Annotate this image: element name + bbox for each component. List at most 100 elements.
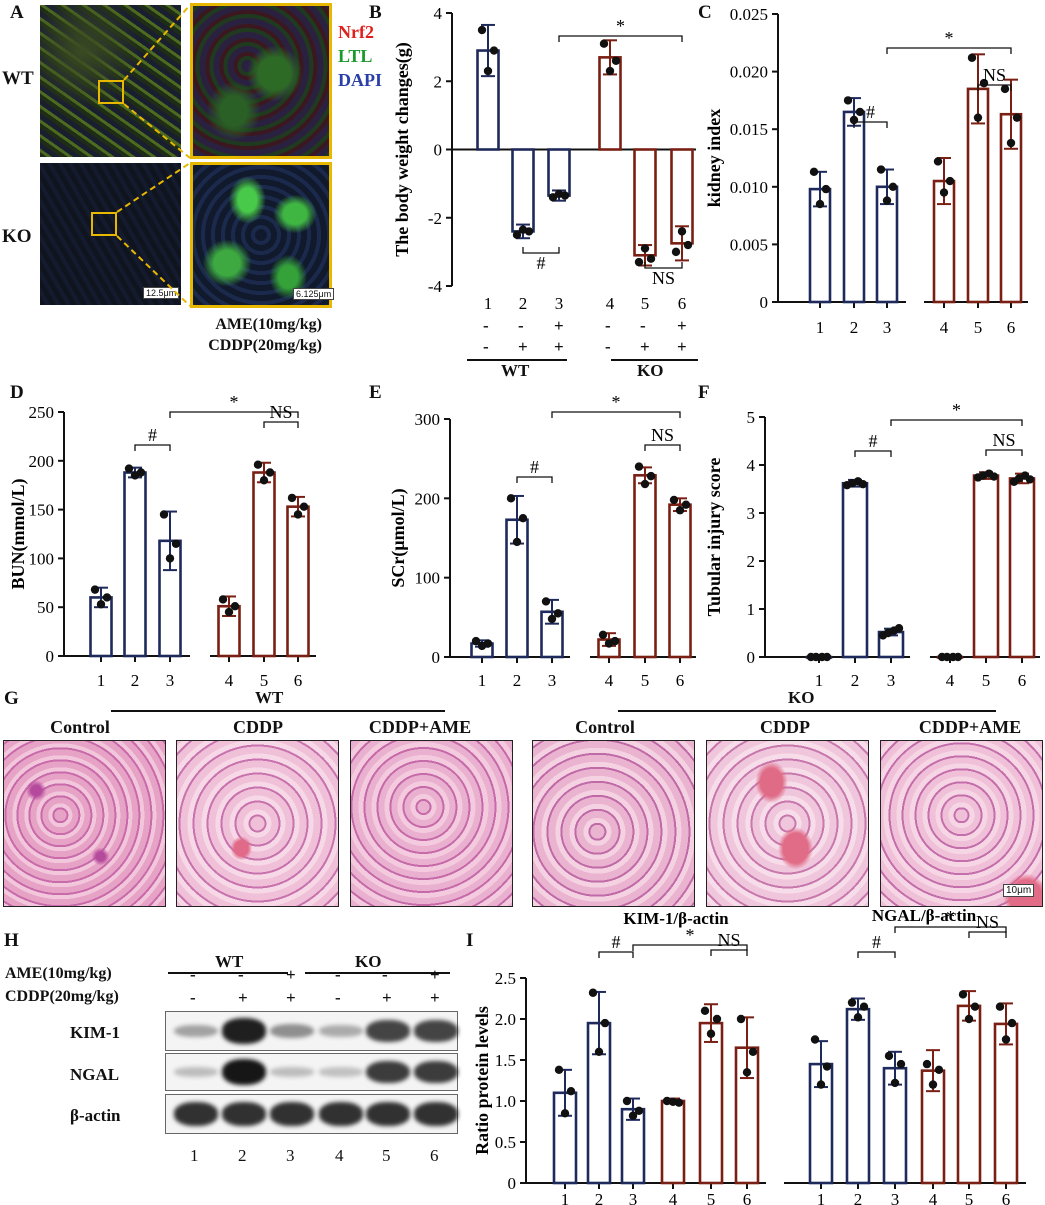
point-b-5-3 [640,244,650,253]
cddp-cell-1: - [483,337,489,356]
cddp-cell-4: - [605,337,611,356]
y-tick-label-d-0: 0 [46,647,55,666]
panel-label-i: I [466,930,474,951]
y-tick-label-e-2: 200 [415,489,441,508]
point-b-1-3 [483,66,493,76]
point-e-5-1 [634,462,644,471]
bracket-c-star [886,47,1012,54]
point-i-kim1-5-1 [700,1006,710,1015]
x-tick-label-e-5: 5 [641,671,650,690]
point-b-2-1 [512,230,522,240]
x-tick-label-c-5: 5 [974,318,983,337]
ame-cell-3: + [554,316,564,335]
kim1-band-2 [222,1018,266,1044]
wb-wt-label: WT [215,952,244,971]
point-d-5-2 [265,468,275,477]
point-c-2-2 [855,107,865,117]
point-d-3-2 [171,539,181,548]
actin-band-6 [414,1102,458,1126]
y-tick-label-c-3: 0.015 [730,120,768,139]
actin-band-1 [174,1102,218,1126]
y-tick-label-c-0: 0 [760,293,769,312]
he-title-6: CDDP+AME [918,717,1022,737]
point-i-ngal-2-2 [859,1002,869,1011]
chart-b: -4 -2 0 2 4 The body weight changes(g) # NS * 1 2 3… [392,4,696,313]
annotation-f-ns: NS [992,430,1015,450]
annotation-i-ngal-star: * [946,907,955,927]
x-tick-label-i2-3: 3 [891,1190,900,1205]
x-tick-label-c-3: 3 [883,318,892,337]
x-tick-label-b-3: 3 [555,294,564,313]
blot-ngal [165,1053,458,1091]
x-tick-label-i1-5: 5 [707,1190,716,1205]
bar-b-5 [633,148,657,257]
annotation-i-kim1-hash: # [612,932,621,952]
point-b-5-2 [646,254,656,263]
point-e-3-2 [553,609,563,618]
point-i-ngal-6-3 [1001,1035,1011,1044]
point-c-1-2 [821,184,831,194]
ngal-band-6 [414,1060,458,1084]
bracket-i-ngal-hash [857,951,896,958]
point-i-ngal-6-2 [1007,1018,1017,1028]
blot-kim1 [165,1011,458,1051]
point-i-ngal-2-1 [847,998,857,1007]
x-tick-label-d-2: 2 [131,671,140,690]
point-i-ngal-5-2 [970,1002,980,1011]
bracket-f-hash [854,450,892,457]
x-tick-label-i1-2: 2 [595,1190,604,1205]
point-f-4-2 [942,652,952,662]
bracket-b-star [558,35,683,42]
y-tick-label-b-1: -2 [428,209,442,228]
bracket-i-kim1-ns [710,949,748,956]
bracket-i-kim1-star [632,944,748,951]
bracket-i-ngal-star [894,926,1007,933]
annotation-i-ngal-hash: # [872,932,881,952]
point-f-3-4 [894,624,904,633]
point-c-6-1 [1000,84,1010,94]
x-tick-label-f-6: 6 [1018,671,1027,690]
zoom-guides [116,4,191,307]
y-tick-label-c-5: 0.025 [730,5,768,24]
x-tick-label-e-4: 4 [605,671,614,690]
legend-ltl: LTL [338,46,373,66]
bar-b-2 [511,148,535,233]
point-i-ngal-4-1 [922,1059,932,1069]
wb-ame-cell-3: + [286,965,296,984]
y-tick-label-e-1: 100 [415,569,441,588]
annotation-i-kim1-ns: NS [717,930,740,950]
actin-band-3 [270,1102,314,1126]
point-e-6-3 [675,506,685,515]
bracket-e-hash [516,476,553,483]
chart-f: 0 1 2 3 4 5 Tubular injury score 1 2 3 4 5 6 # NS * [704,400,1040,690]
wb-lane-5: 5 [382,1146,391,1165]
point-d-1-1 [90,585,100,594]
point-b-2-3 [518,225,528,234]
bracket-d-star [169,411,299,418]
panel-label-f: F [698,382,710,403]
ko-group-line [611,359,698,361]
point-b-6-3 [677,227,687,236]
point-d-6-1 [287,493,297,503]
annotation-i-kim1-star: * [686,925,695,945]
y-tick-label-f-4: 4 [747,456,756,475]
wt-group-label: WT [501,361,530,380]
chart-c: 0 0.005 0.010 0.015 0.020 0.025 kidney index 1 2… [704,5,1028,337]
point-i-kim1-5-2 [712,1014,722,1024]
point-i-kim1-1-3 [560,1109,570,1118]
y-tick-label-b-2: 0 [434,141,443,160]
point-d-4-1 [218,595,228,604]
y-tick-label-d-2: 100 [29,549,55,568]
ngal-band-5 [366,1060,410,1084]
bracket-b-hash [522,247,560,254]
wb-lane-2: 2 [238,1146,247,1165]
actin-band-4 [319,1102,363,1126]
bar-e-6 [668,503,692,659]
x-tick-label-e-3: 3 [548,671,557,690]
bracket-b-ns [644,262,683,269]
annotation-d-hash: # [148,425,157,445]
point-c-4-3 [939,188,949,197]
point-i-ngal-4-2 [934,1065,944,1075]
he-scale-bar: 10μm [1003,884,1035,897]
